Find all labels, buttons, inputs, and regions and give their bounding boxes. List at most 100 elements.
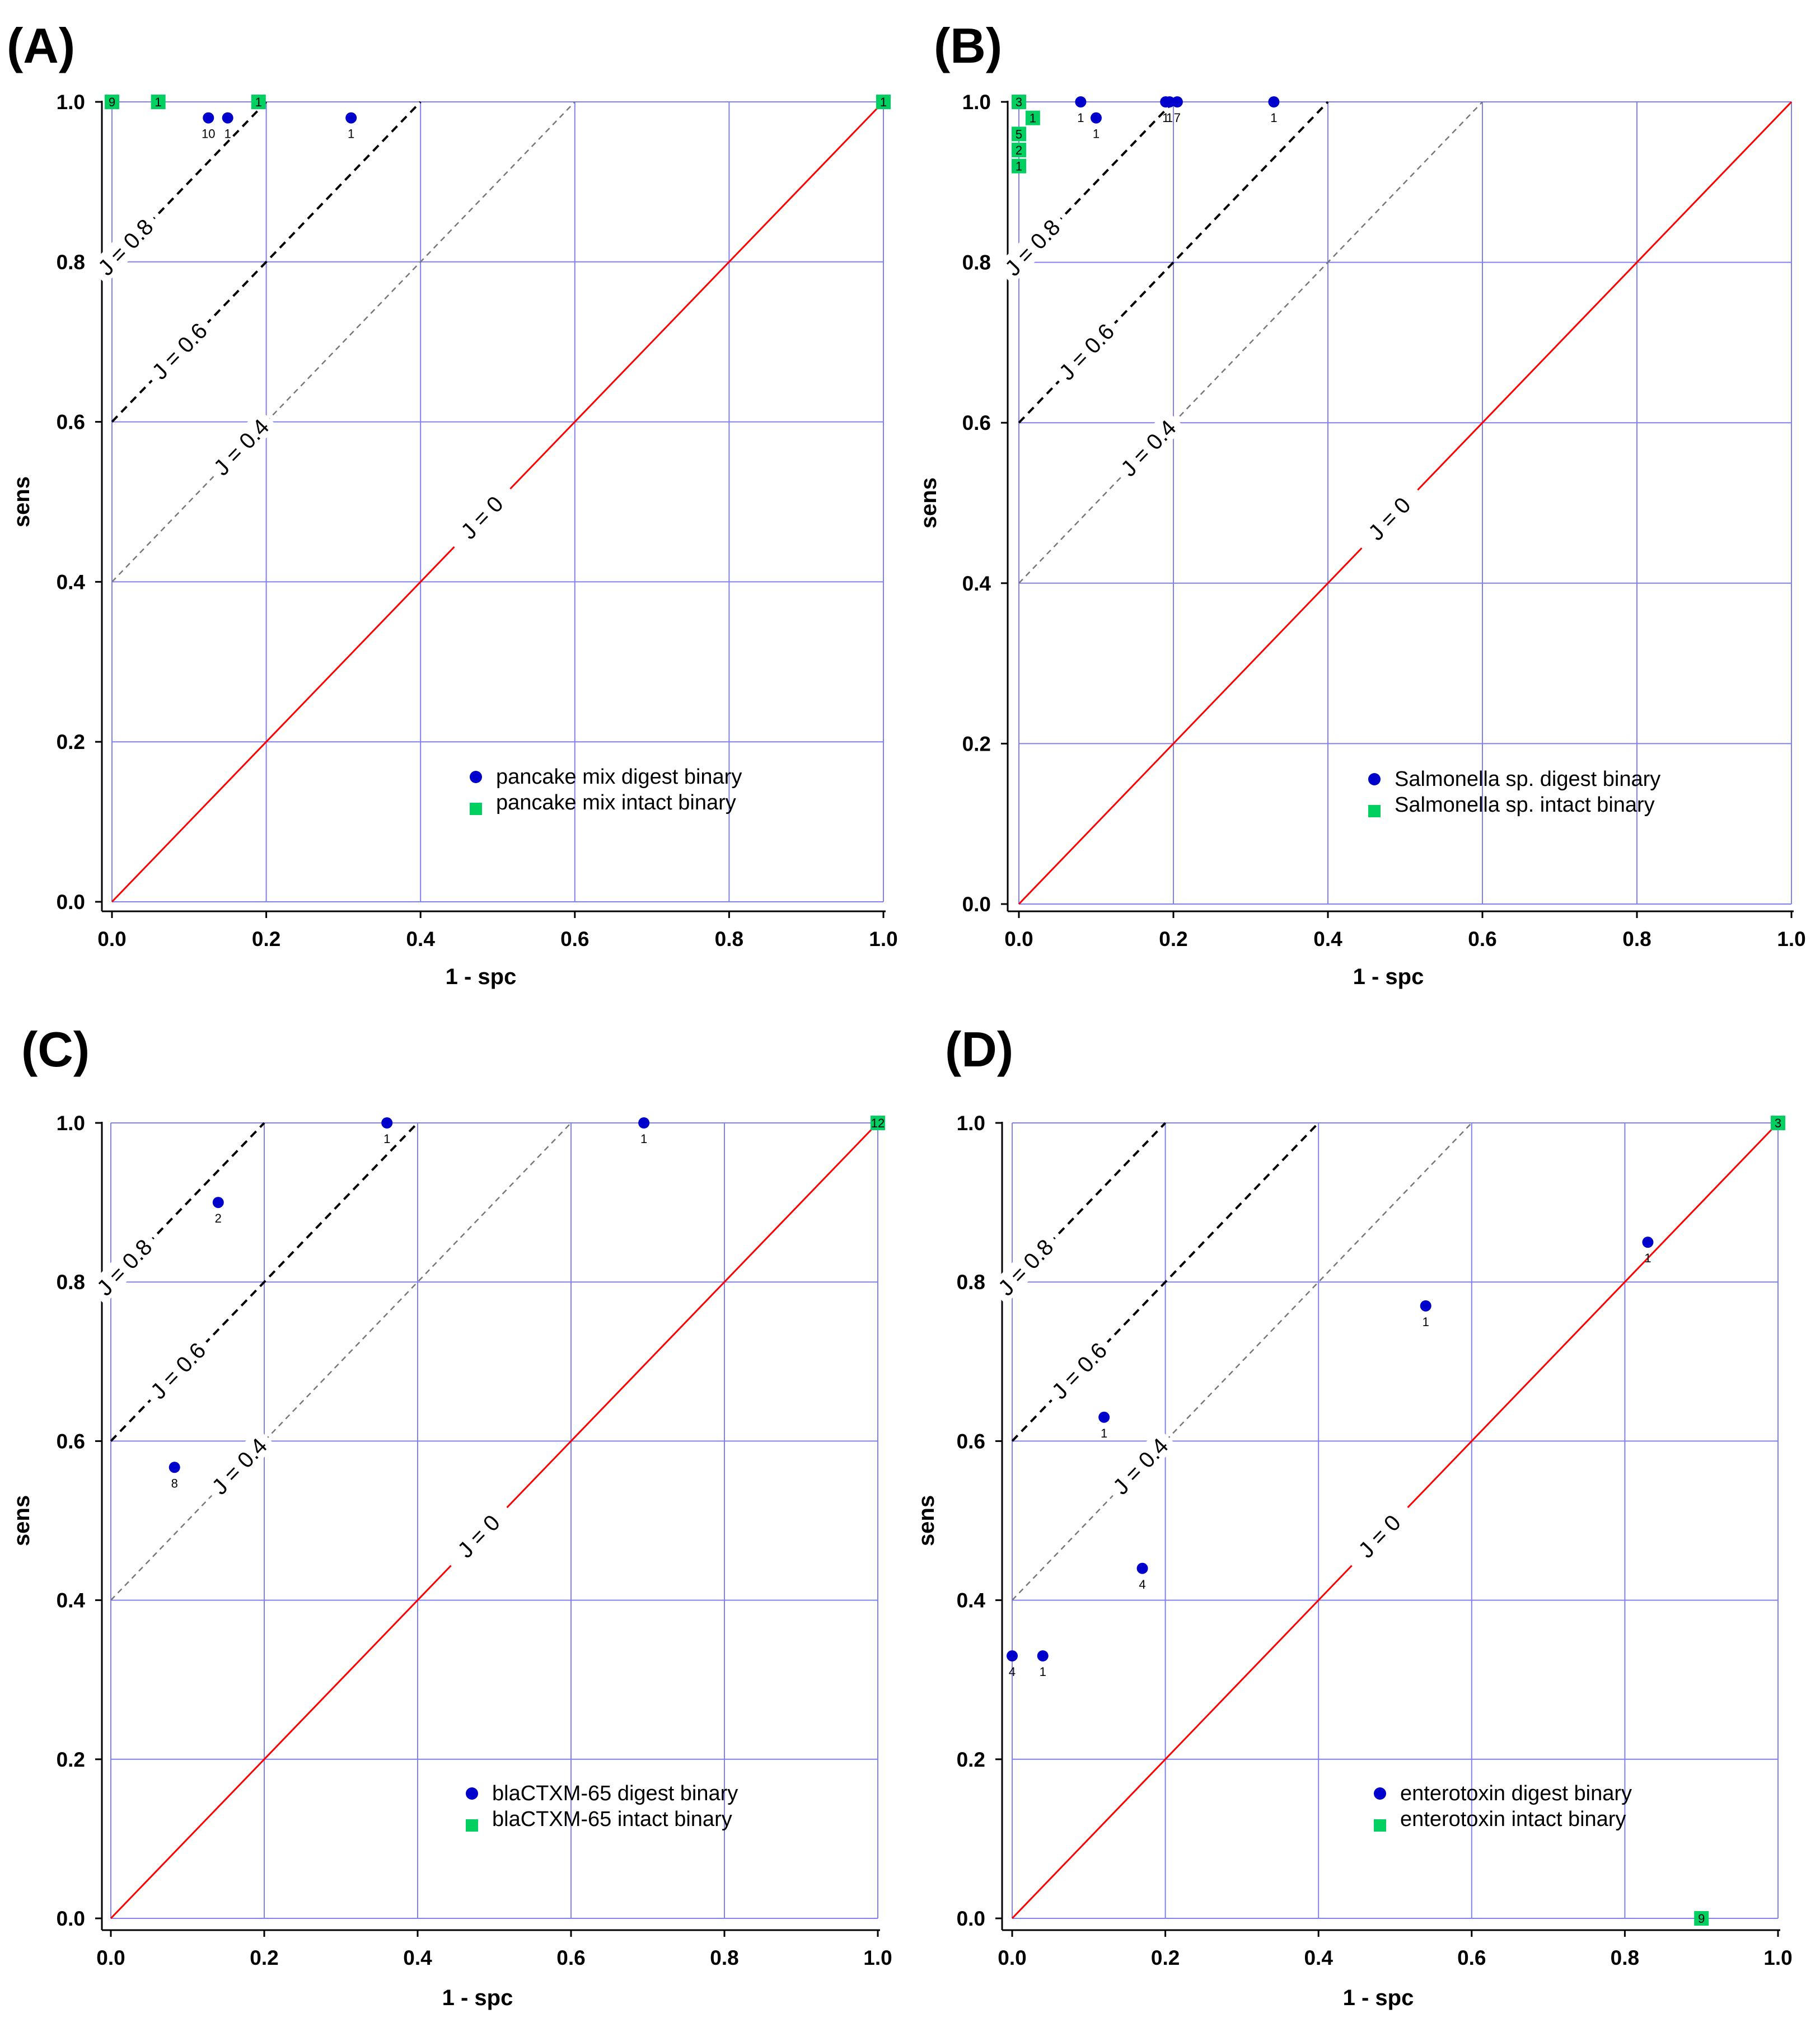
iso-line-j04 [111,101,576,583]
iso-label-background [88,209,162,284]
legend-digest-label: blaCTXM-65 digest binary [492,1782,738,1805]
iso-line-label: J = 0.6 [1055,319,1120,385]
iso-label-background [1042,1332,1116,1408]
intact-point-count: 3 [1016,95,1022,109]
intact-point [1012,158,1026,174]
legend-digest-label: pancake mix digest binary [496,765,742,789]
x-tick-label: 0.8 [710,1946,738,1969]
iso-label-background [441,1498,515,1574]
x-tick-label: 1.0 [1777,928,1805,951]
legend-intact-label: pancake mix intact binary [496,791,736,814]
digest-point-count: 1 [1423,1315,1429,1329]
digest-point-count: 1 [383,1132,390,1146]
intact-point [105,95,119,109]
iso-label-background [1111,410,1185,485]
x-axis-title: 1 - spc [1353,964,1424,989]
iso-line-label: J = 0.4 [209,414,274,480]
intact-point-count: 1 [1030,111,1036,125]
x-tick-label: 0.6 [560,928,589,951]
digest-point [1268,96,1280,107]
iso-label-background [142,313,216,388]
x-tick-label: 0.2 [1151,1946,1180,1969]
y-tick-label: 0.0 [957,1907,985,1930]
y-tick-label: 0.4 [957,1589,986,1612]
iso-label-background [87,1229,161,1305]
x-tick-label: 0.6 [1457,1946,1486,1969]
intact-point [1012,142,1026,157]
x-tick-label: 0.0 [97,928,126,951]
x-tick-label: 0.8 [1622,928,1651,951]
intact-point [1694,1911,1709,1926]
digest-point-count: 1 [1644,1251,1651,1265]
digest-point-count: 1 [1166,111,1173,125]
iso-line-j08 [111,101,268,263]
x-tick-label: 0.2 [250,1946,278,1969]
iso-lines: J = 0.8J = 0.6J = 0.4J = 0 [995,101,1792,905]
iso-label-background [204,409,278,485]
panel-label: (C) [21,1022,90,1077]
legend-digest-marker [466,1787,478,1800]
x-axis-title: 1 - spc [442,1986,513,2010]
intact-point [1025,110,1040,125]
grid [1018,101,1792,905]
legend: blaCTXM-65 digest binary blaCTXM-65 intac… [466,1782,738,1832]
digest-point [1164,96,1176,107]
digest-point [1098,1411,1110,1423]
digest-point-count: 1 [1270,111,1277,125]
x-tick-label: 0.8 [715,928,743,951]
y-axis-title: sens [914,1495,939,1546]
intact-series: 39 [1694,1116,1785,1926]
y-tick-label: 0.8 [57,1271,85,1294]
intact-point [876,95,891,109]
y-tick-label: 1.0 [957,1112,985,1135]
y-tick-label: 0.4 [57,1589,86,1612]
intact-series: 12 [871,1116,885,1130]
y-tick-label: 0.4 [57,570,86,593]
iso-label-background [1103,1428,1177,1504]
iso-label-background [995,209,1069,285]
intact-point-count: 9 [1698,1912,1705,1926]
x-tick-label: 1.0 [1763,1946,1792,1969]
x-tick-label: 1.0 [863,1946,892,1969]
digest-point [1075,96,1087,107]
legend-intact-label: blaCTXM-65 intact binary [492,1808,732,1831]
y-axis-title: sens [10,1495,34,1546]
digest-point [212,1197,224,1209]
iso-line-label: J = 0.6 [147,319,212,385]
intact-point [871,1116,885,1130]
y-tick-label: 1.0 [962,91,991,114]
x-tick-label: 0.8 [1611,1946,1639,1969]
intact-point-count: 9 [109,95,115,109]
y-tick-label: 0.2 [57,731,85,753]
panel-d: (D) 0.0 0.2 0.4 0.6 0.8 1.0 0.0 0.2 0.4 0.6 0.8 1.0 1… [914,1022,1793,2010]
intact-point [251,95,266,109]
digest-point [345,112,357,124]
digest-point-count: 1 [224,127,231,141]
x-tick-label: 0.2 [252,928,280,951]
x-tick-label: 0.4 [403,1946,432,1969]
iso-line-j04 [1018,101,1483,584]
iso-line-label: J = 0.6 [1047,1338,1112,1404]
iso-label-background [445,479,518,555]
x-tick-label: 1.0 [869,928,897,951]
intact-point [1012,127,1026,142]
digest-series: 8 2 1 1 [169,1117,650,1490]
intact-point-count: 12 [871,1116,885,1130]
intact-point-count: 3 [1775,1116,1781,1130]
panel-c: (C) 0.0 0.2 0.4 0.6 0.8 1.0 0.0 0.2 0.4 0.6 0.8 1.0 1… [10,1022,892,2010]
digest-series: 4 1 1 4 1 1 [1007,1237,1654,1679]
x-tick-label: 0.4 [1313,928,1342,951]
digest-series: 10 1 1 [202,112,357,141]
iso-label-background [1342,1498,1416,1574]
digest-point [1037,1650,1049,1662]
digest-point-count: 4 [1139,1577,1145,1591]
x-tick-label: 0.4 [406,928,435,951]
digest-point [1420,1300,1431,1312]
grid [110,1122,878,1919]
y-tick-label: 0.6 [57,1430,85,1453]
digest-point-count: 1 [1093,127,1100,141]
intact-point-count: 1 [880,95,887,109]
iso-lines: J = 0.8J = 0.6J = 0.4J = 0 [87,1122,878,1919]
